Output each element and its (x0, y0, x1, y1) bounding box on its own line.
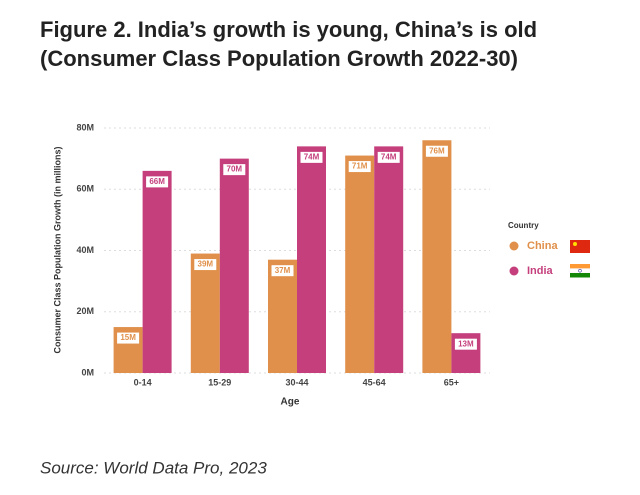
x-tick-label: 0-14 (134, 377, 152, 387)
value-label-box (453, 337, 478, 351)
y-tick-label: 80M (76, 122, 94, 132)
flag-india (569, 264, 591, 278)
value-label: 15M (120, 333, 136, 342)
x-tick-label: 65+ (444, 377, 459, 387)
bar (190, 253, 220, 373)
value-label: 37M (275, 266, 291, 275)
legend-label: China (527, 240, 558, 252)
value-label: 74M (304, 152, 320, 161)
bar (219, 158, 249, 373)
chart-title: Figure 2. India’s growth is young, China… (40, 17, 537, 42)
bar (374, 146, 404, 373)
legend-swatch (509, 266, 519, 276)
value-label-box (222, 163, 247, 177)
y-tick-label: 20M (76, 306, 94, 316)
value-label: 66M (149, 177, 165, 186)
x-tick-label: 30-44 (285, 377, 308, 387)
value-label: 70M (227, 165, 243, 174)
bar (268, 259, 297, 373)
value-label-box (299, 150, 324, 164)
value-label-box (193, 258, 218, 272)
value-label: 39M (198, 260, 214, 269)
value-label-box (145, 175, 170, 189)
value-label: 71M (352, 162, 368, 171)
value-label: 74M (381, 152, 397, 161)
bar (422, 140, 452, 373)
value-label-box (424, 144, 449, 158)
legend-swatch (509, 241, 519, 251)
flag-china (570, 240, 590, 253)
bar (142, 170, 172, 373)
legend-label: India (527, 265, 554, 277)
x-tick-label: 15-29 (208, 377, 231, 387)
value-label-box (270, 264, 295, 278)
value-label-box (116, 331, 141, 345)
y-tick-label: 60M (76, 184, 94, 194)
value-label-box (376, 150, 401, 164)
y-tick-label: 0M (81, 367, 94, 377)
source: Source: World Data Pro, 2023 (40, 458, 267, 477)
bar (345, 155, 375, 373)
chart-subtitle: (Consumer Class Population Growth 2022-3… (40, 46, 518, 71)
y-axis-label: Consumer Class Population Growth (in mil… (52, 146, 62, 353)
value-label: 13M (458, 339, 474, 348)
x-tick-label: 45-64 (363, 377, 386, 387)
value-label-box (347, 160, 372, 174)
value-label: 76M (429, 146, 445, 155)
legend-title: Country (508, 221, 539, 230)
x-axis-label: Age (281, 397, 300, 408)
bar (297, 146, 326, 373)
y-tick-label: 40M (76, 245, 94, 255)
